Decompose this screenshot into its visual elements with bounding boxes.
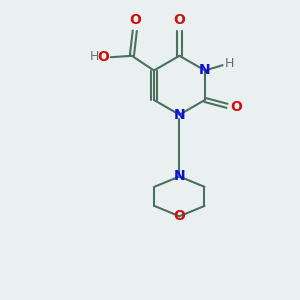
Text: H: H [90, 50, 100, 63]
Text: O: O [231, 100, 242, 114]
Text: O: O [129, 13, 141, 27]
Text: N: N [199, 64, 211, 77]
Text: N: N [174, 169, 185, 184]
Text: O: O [97, 50, 109, 64]
Text: O: O [173, 13, 185, 27]
Text: O: O [173, 209, 185, 223]
Text: H: H [225, 57, 234, 70]
Text: N: N [174, 108, 185, 122]
